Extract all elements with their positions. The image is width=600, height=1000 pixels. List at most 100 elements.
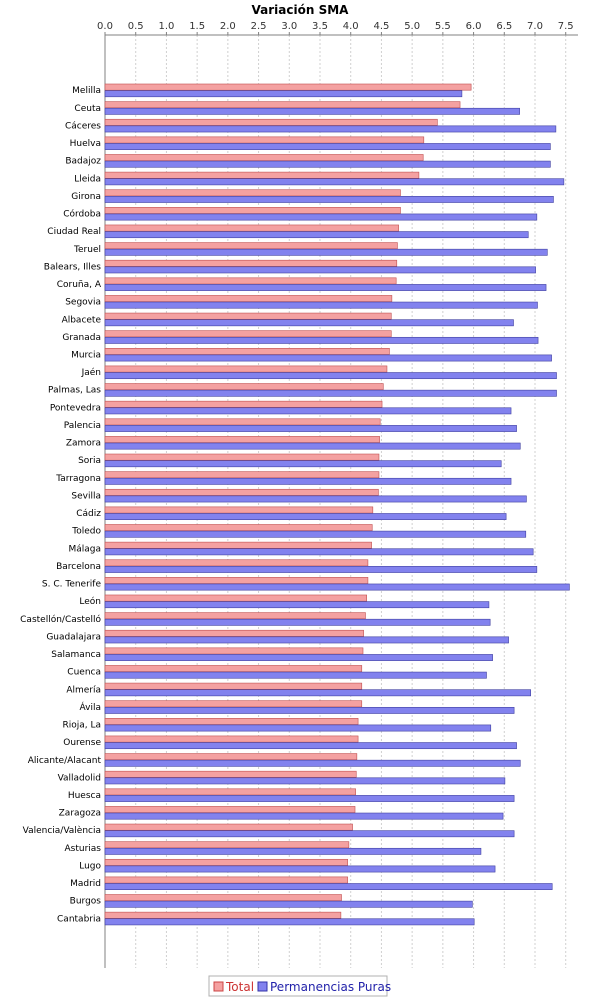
bar-total <box>104 647 364 655</box>
category-label: Asturias <box>65 844 102 854</box>
x-tick-label: 6.0 <box>466 21 482 32</box>
category-label: Badajoz <box>65 157 101 167</box>
bar-permanencias <box>104 883 553 890</box>
category-label: Barcelona <box>56 562 101 572</box>
bar-permanencias <box>104 160 551 168</box>
category-label: Pontevedra <box>50 403 101 413</box>
bar-total <box>104 629 364 637</box>
bar-total <box>104 858 348 866</box>
bar-permanencias <box>104 830 515 838</box>
bar-total <box>104 682 363 690</box>
bar-permanencias <box>104 689 532 697</box>
bar-permanencias <box>104 812 504 820</box>
bar-permanencias <box>104 795 515 802</box>
bar-total <box>104 700 363 708</box>
category-label: Ceuta <box>74 104 101 114</box>
bar-total <box>104 83 472 91</box>
bar-permanencias <box>104 583 570 591</box>
category-label: León <box>79 596 101 607</box>
bar-total <box>104 347 390 355</box>
category-label: Palencia <box>64 421 101 431</box>
bar-permanencias <box>104 671 487 679</box>
bar-permanencias <box>104 865 496 873</box>
bar-total <box>104 718 359 725</box>
category-label: Soria <box>78 456 101 466</box>
bar-permanencias <box>104 742 517 750</box>
category-label: Ávila <box>80 701 101 713</box>
category-label: Murcia <box>71 351 101 361</box>
category-label: Rioja, La <box>62 721 101 731</box>
x-tick-label: 7.5 <box>558 21 574 32</box>
bar-permanencias <box>104 231 529 239</box>
x-tick-label: 6.5 <box>496 21 512 32</box>
bar-total <box>104 488 379 496</box>
category-label: Coruña, A <box>57 280 102 290</box>
bar-total <box>104 259 398 267</box>
category-label: Cantabria <box>57 914 101 924</box>
bar-permanencias <box>104 847 482 855</box>
category-label: Zaragoza <box>59 809 101 819</box>
category-label: Almería <box>66 685 101 695</box>
bar-total <box>104 541 372 549</box>
bar-permanencias <box>104 354 552 362</box>
category-label: Palmas, Las <box>48 386 101 396</box>
bar-total <box>104 911 342 919</box>
legend-box <box>208 975 388 997</box>
bar-permanencias <box>104 107 520 115</box>
bar-total <box>104 876 348 884</box>
bar-total <box>104 823 353 831</box>
y-axis: Melilla Ceuta Cáceres Huelva Badajoz Lleida Gi… <box>20 35 106 968</box>
bar-total <box>104 612 366 620</box>
x-tick-label: 0.0 <box>97 21 113 32</box>
bar-total <box>104 171 420 179</box>
x-tick-label: 3.0 <box>281 21 297 32</box>
x-tick-label: 5.0 <box>404 21 420 32</box>
bar-total <box>104 295 393 302</box>
bar-permanencias <box>104 125 557 133</box>
bar-permanencias <box>104 601 490 609</box>
bar-permanencias <box>104 654 493 661</box>
bar-permanencias <box>104 407 512 415</box>
category-label: Granada <box>62 333 101 343</box>
category-label: Toledo <box>71 527 101 537</box>
category-label: Málaga <box>68 544 101 554</box>
bar-permanencias <box>104 918 475 926</box>
bar-permanencias <box>104 143 551 150</box>
category-label: Jaén <box>81 367 101 378</box>
x-tick-label: 1.5 <box>189 21 205 32</box>
bar-total <box>104 189 401 197</box>
x-tick-label: 2.0 <box>220 21 236 32</box>
bar-permanencias <box>104 513 507 520</box>
bars <box>104 83 570 926</box>
bar-permanencias <box>104 759 521 767</box>
bar-permanencias <box>104 495 527 503</box>
bar-total <box>104 136 425 144</box>
bar-permanencias <box>104 724 492 732</box>
bar-total <box>104 312 392 320</box>
bar-permanencias <box>104 425 517 432</box>
category-label: Alicante/Alacant <box>28 756 102 766</box>
x-tick-label: 4.5 <box>373 21 389 32</box>
bar-permanencias <box>104 566 538 573</box>
category-label: Melilla <box>72 86 101 96</box>
bar-permanencias <box>104 196 554 203</box>
category-label: Ourense <box>63 738 101 748</box>
bar-permanencias <box>104 319 514 327</box>
x-tick-label: 2.5 <box>251 21 267 32</box>
bar-total <box>104 770 357 778</box>
bar-total <box>104 524 373 531</box>
legend-swatch-total <box>213 981 224 992</box>
bar-total <box>104 277 397 285</box>
bar-total <box>104 207 401 214</box>
bar-permanencias <box>104 442 521 450</box>
bar-total <box>104 841 350 849</box>
category-label: Teruel <box>73 245 101 255</box>
bar-total <box>104 506 374 514</box>
bar-total <box>104 788 356 796</box>
legend-label-permanencias: Permanencias Puras <box>270 980 391 994</box>
bar-total <box>104 735 359 743</box>
category-label: Valencia/València <box>23 825 101 836</box>
bar-permanencias <box>104 636 509 644</box>
category-label: Cáceres <box>65 121 101 131</box>
